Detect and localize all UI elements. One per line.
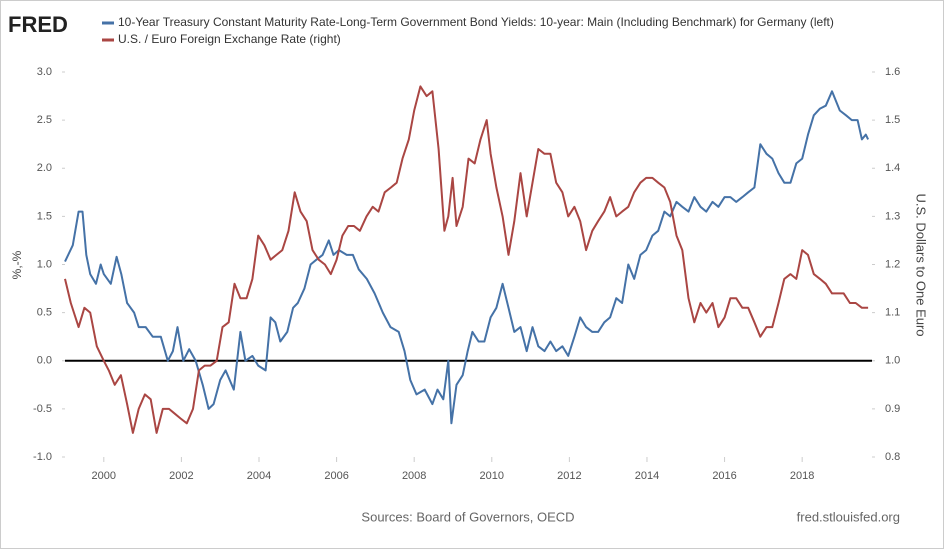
y2-tick-label: 0.9 bbox=[885, 403, 900, 415]
legend-label: U.S. / Euro Foreign Exchange Rate (right… bbox=[118, 32, 341, 46]
y2-tick-label: 1.1 bbox=[885, 307, 900, 319]
y-axis-title: %,-% bbox=[10, 250, 24, 279]
y-tick-label: -1.0 bbox=[33, 451, 52, 463]
x-tick-label: 2014 bbox=[635, 470, 659, 482]
y2-tick-label: 1.5 bbox=[885, 114, 900, 126]
x-tick-label: 2010 bbox=[480, 470, 504, 482]
x-tick-label: 2006 bbox=[324, 470, 348, 482]
y-tick-label: -0.5 bbox=[33, 403, 52, 415]
series-line bbox=[64, 90, 870, 425]
y2-tick-label: 1.3 bbox=[885, 210, 900, 222]
y2-tick-label: 0.8 bbox=[885, 451, 900, 463]
y-tick-label: 1.0 bbox=[37, 258, 52, 270]
logo: FRED bbox=[8, 12, 68, 37]
y-tick-label: 0.5 bbox=[37, 307, 52, 319]
y-tick-label: 0.0 bbox=[37, 355, 52, 367]
x-tick-label: 2004 bbox=[247, 470, 271, 482]
x-tick-label: 2016 bbox=[712, 470, 736, 482]
legend-label: 10-Year Treasury Constant Maturity Rate-… bbox=[118, 15, 834, 29]
y2-tick-label: 1.2 bbox=[885, 258, 900, 270]
y2-tick-label: 1.0 bbox=[885, 355, 900, 367]
x-tick-label: 2000 bbox=[92, 470, 116, 482]
x-tick-label: 2018 bbox=[790, 470, 814, 482]
x-tick-label: 2008 bbox=[402, 470, 426, 482]
x-tick-label: 2012 bbox=[557, 470, 581, 482]
y-tick-label: 1.5 bbox=[37, 210, 52, 222]
source: Sources: Board of Governors, OECD bbox=[361, 509, 574, 524]
y-tick-label: 2.0 bbox=[37, 162, 52, 174]
url: fred.stlouisfed.org bbox=[797, 509, 900, 524]
x-tick-label: 2002 bbox=[169, 470, 193, 482]
series-line bbox=[64, 85, 869, 434]
y-tick-label: 2.5 bbox=[37, 114, 52, 126]
y2-tick-label: 1.4 bbox=[885, 162, 900, 174]
y-tick-label: 3.0 bbox=[37, 66, 52, 78]
y2-axis-title: U.S. Dollars to One Euro bbox=[914, 193, 929, 336]
y2-tick-label: 1.6 bbox=[885, 66, 900, 78]
